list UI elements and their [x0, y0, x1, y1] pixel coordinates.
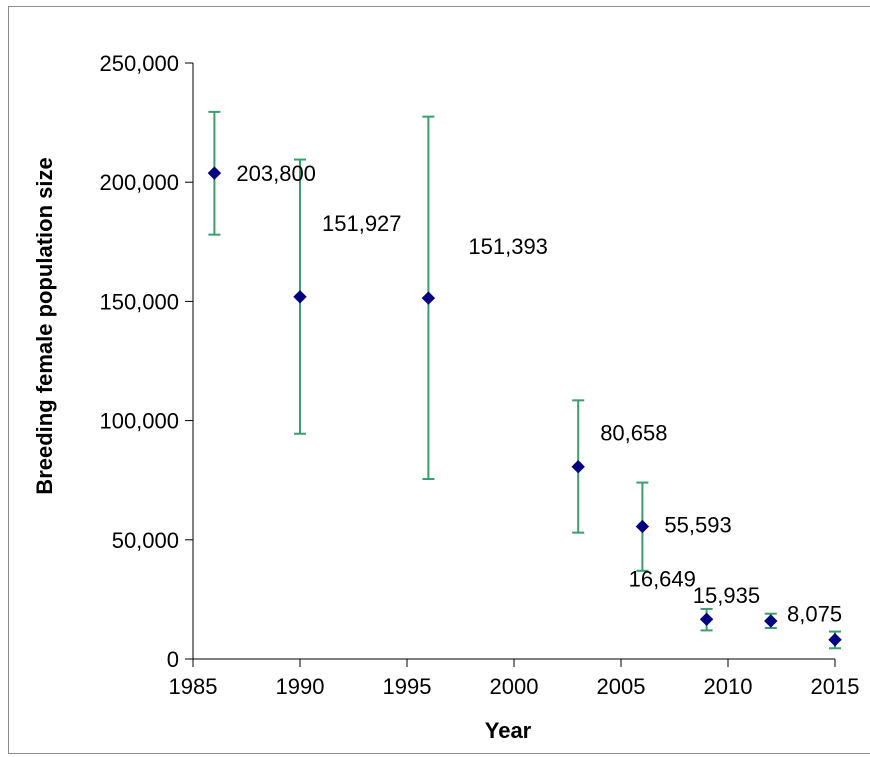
x-tick-label: 1990 [276, 674, 325, 699]
y-tick-label: 150,000 [99, 289, 179, 314]
y-tick-label: 50,000 [112, 528, 179, 553]
data-point [635, 519, 650, 534]
data-markers [207, 166, 842, 647]
data-label: 15,935 [693, 583, 760, 608]
data-label: 80,658 [600, 421, 667, 446]
x-axis-title: Year [485, 718, 532, 743]
x-tick-label: 1985 [169, 674, 218, 699]
data-label: 55,593 [664, 512, 731, 537]
y-tick-label: 100,000 [99, 409, 179, 434]
error-bars [208, 110, 841, 650]
y-tick-label: 200,000 [99, 170, 179, 195]
chart-frame [8, 6, 870, 754]
x-tick-label: 1995 [383, 674, 432, 699]
x-tick-label: 2010 [704, 674, 753, 699]
y-axis-title: Breeding female population size [32, 157, 57, 494]
data-label: 151,393 [468, 234, 548, 259]
data-label: 151,927 [322, 211, 402, 236]
data-label: 203,800 [236, 161, 316, 186]
y-axis: 0 50,000 100,000 150,000 200,000 250,000 [99, 51, 194, 672]
y-tick-label: 0 [167, 647, 179, 672]
data-point [293, 290, 307, 304]
x-axis: 1985 1990 1995 2000 2005 2010 2015 [169, 658, 860, 699]
data-point [828, 633, 842, 647]
x-tick-label: 2000 [490, 674, 539, 699]
x-tick-label: 2005 [597, 674, 646, 699]
data-point [207, 166, 222, 180]
data-point [571, 460, 585, 474]
data-point [764, 614, 778, 628]
x-tick-label: 2015 [811, 674, 860, 699]
data-label: 8,075 [787, 602, 842, 627]
data-point [699, 612, 714, 627]
y-tick-label: 250,000 [99, 51, 179, 76]
data-point [421, 291, 436, 305]
data-label: 16,649 [629, 566, 696, 591]
